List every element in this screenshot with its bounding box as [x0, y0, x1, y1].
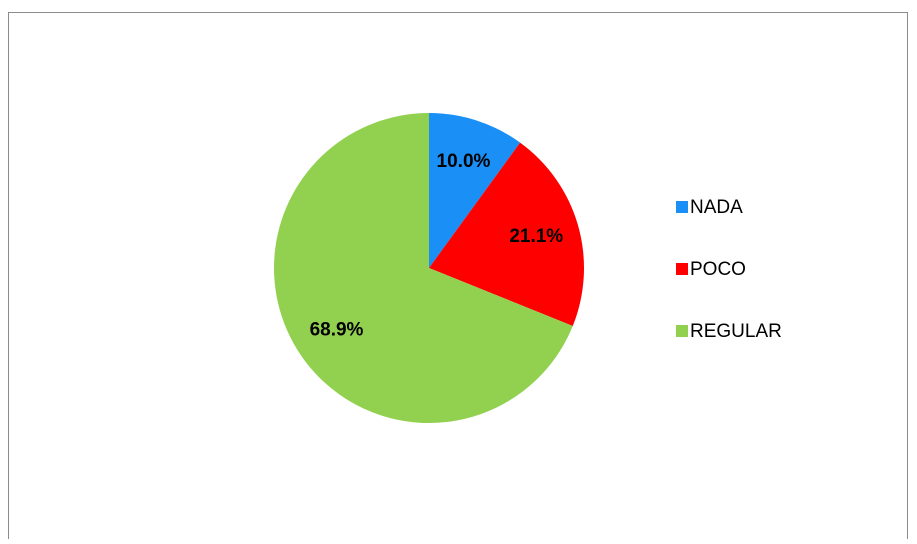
legend-swatch — [676, 263, 688, 275]
legend-label: POCO — [690, 259, 746, 280]
legend-swatch — [676, 201, 688, 213]
pie-slice — [274, 113, 573, 423]
data-label: 10.0% — [437, 151, 491, 172]
pie-slice — [429, 142, 584, 326]
data-label: 68.9% — [310, 319, 364, 340]
pie-slice — [429, 113, 521, 268]
legend-swatch — [676, 325, 688, 337]
legend-label: REGULAR — [690, 321, 782, 342]
data-label: 21.1% — [509, 226, 563, 247]
legend-label: NADA — [690, 197, 743, 218]
